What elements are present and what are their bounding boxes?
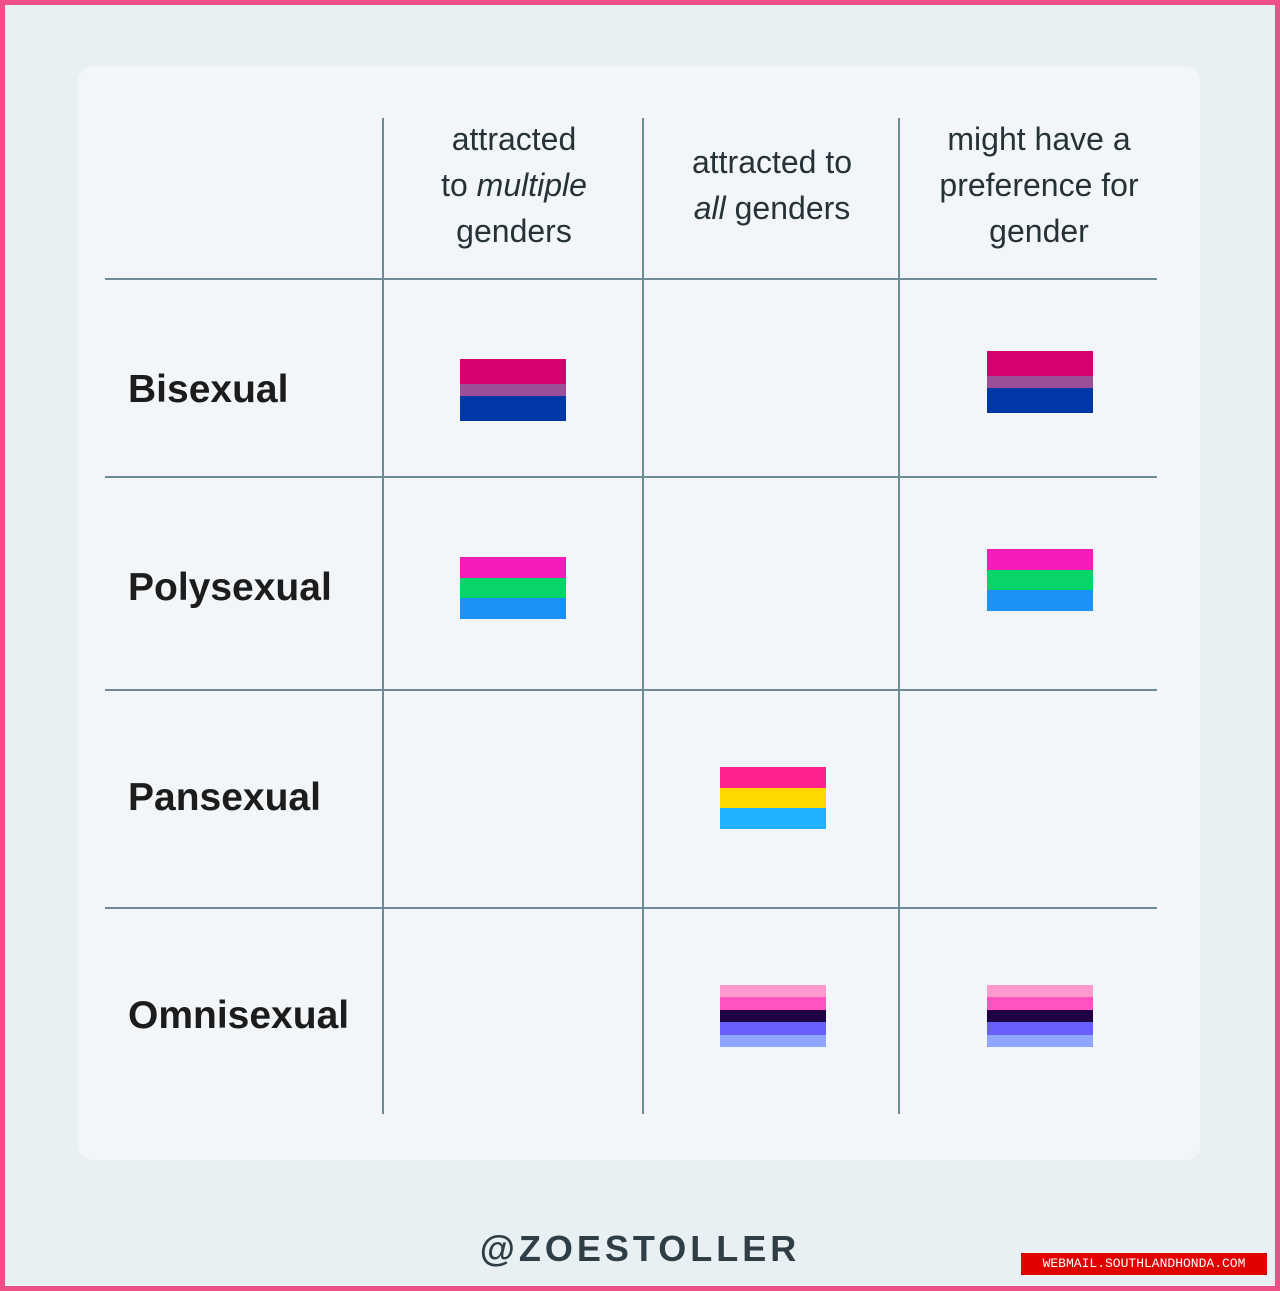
row-label-polysexual: Polysexual [128,566,332,609]
flag-stripe [720,985,826,998]
header-text: attracted [451,121,577,157]
flag-stripe [720,997,826,1010]
header-line: attracted [441,116,587,162]
grid-horizontal-line [105,689,1157,691]
grid-vertical-line [898,118,900,1114]
grid-vertical-line [642,118,644,1114]
flag-stripe [720,1009,826,1023]
emphasized-text: all [693,190,726,226]
header-line: to multiple [441,162,587,208]
header-text: gender [989,213,1089,249]
polysexual-flag [460,557,566,619]
flag-stripe [987,997,1093,1010]
header-line: genders [441,208,587,254]
flag-stripe [987,351,1093,376]
header-text: to [441,167,477,203]
header-text: attracted to [691,144,853,180]
flag-stripe [460,396,566,421]
flag-stripe [987,388,1093,413]
flag-stripe [460,383,566,397]
flag-stripe [987,375,1093,389]
flag-stripe [720,787,826,809]
column-header-2: attracted to all genders [648,110,896,260]
emphasized-text: multiple [476,167,587,203]
grid-horizontal-line [105,278,1157,280]
flag-stripe [720,1022,826,1035]
omnisexual-flag [987,985,1093,1047]
flag-stripe [720,767,826,788]
flag-stripe [987,590,1093,611]
header-line: preference for [939,162,1138,208]
pansexual-flag [720,767,826,829]
bisexual-flag [460,359,566,421]
polysexual-flag [987,549,1093,611]
row-label-pansexual: Pansexual [128,776,321,819]
column-header-1: attracted to multiple genders [388,110,640,260]
flag-stripe [460,577,566,599]
flag-stripe [720,808,826,829]
row-label-bisexual: Bisexual [128,368,289,411]
grid-vertical-line [382,118,384,1114]
header-line: all genders [692,185,852,231]
flag-stripe [720,1034,826,1047]
omnisexual-flag [720,985,826,1047]
flag-stripe [987,1022,1093,1035]
flag-stripe [460,598,566,619]
grid-horizontal-line [105,907,1157,909]
watermark: WEBMAIL.SOUTHLANDHONDA.COM [1021,1253,1267,1275]
flag-stripe [987,985,1093,998]
bisexual-flag [987,351,1093,413]
header-line: attracted to [692,139,852,185]
chart-card [78,66,1200,1160]
author-handle: @ZOESTOLLER [479,1228,801,1269]
header-text: genders [725,190,851,226]
column-header-3: might have a preference for gender [903,110,1175,260]
header-text: preference for [939,167,1139,203]
header-text: might have a [947,121,1131,157]
header-line: gender [939,208,1138,254]
row-label-omnisexual: Omnisexual [128,994,350,1037]
grid-horizontal-line [105,476,1157,478]
header-text: genders [456,213,572,249]
flag-stripe [987,1034,1093,1047]
flag-stripe [460,557,566,578]
flag-stripe [987,549,1093,570]
flag-stripe [987,1009,1093,1023]
flag-stripe [460,359,566,384]
flag-stripe [987,569,1093,591]
header-line: might have a [939,116,1138,162]
